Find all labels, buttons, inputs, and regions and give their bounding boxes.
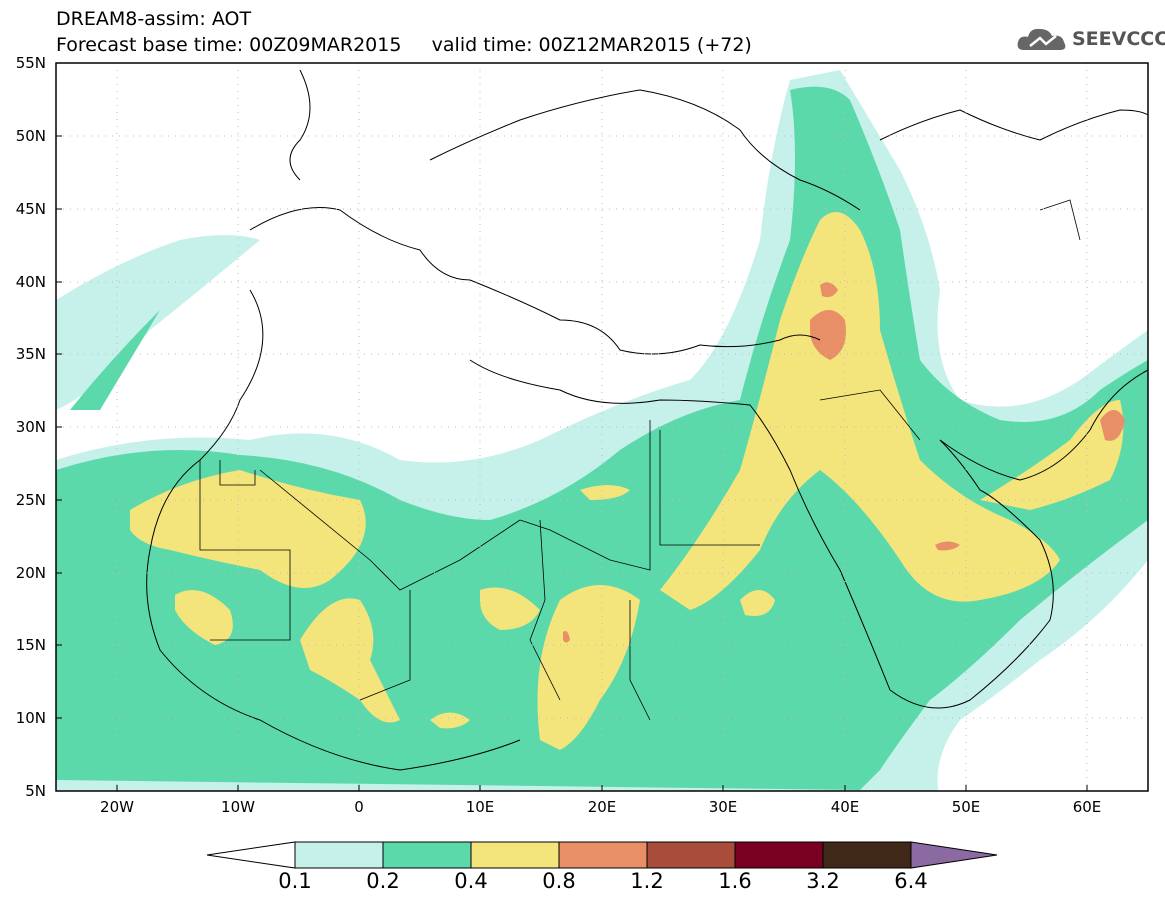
aot-contours xyxy=(56,70,1148,791)
lon-label-30e: 30E xyxy=(708,798,738,816)
lat-label-45n: 45N xyxy=(15,200,46,218)
colorbar-box-3.2-6.4 xyxy=(822,841,912,869)
lon-label-0: 0 xyxy=(354,798,364,816)
colorbar-label-0.8: 0.8 xyxy=(542,869,576,893)
colorbar-box-0.8-1.2 xyxy=(558,841,648,869)
lat-label-30n: 30N xyxy=(15,418,46,436)
colorbar-label-3.2: 3.2 xyxy=(806,869,840,893)
map-subtitle: Forecast base time: 00Z09MAR2015 valid t… xyxy=(56,34,752,56)
axis-ticks xyxy=(56,135,1088,791)
seevccc-logo: SEEVCCC xyxy=(1016,22,1165,56)
aot-band-0.8 xyxy=(563,282,1125,643)
lat-label-15n: 15N xyxy=(15,636,46,654)
lon-label-50e: 50E xyxy=(951,798,981,816)
lon-label-40e: 40E xyxy=(830,798,860,816)
lon-label-10e: 10E xyxy=(465,798,495,816)
colorbar-box-1.6-3.2 xyxy=(734,841,824,869)
colorbar-label-1.6: 1.6 xyxy=(718,869,752,893)
colorbar-upper-arrow xyxy=(910,841,998,869)
colorbar-label-0.1: 0.1 xyxy=(278,869,312,893)
lat-label-35n: 35N xyxy=(15,345,46,363)
colorbar-label-0.2: 0.2 xyxy=(366,869,400,893)
lon-label-60e: 60E xyxy=(1072,798,1102,816)
lat-label-5n: 5N xyxy=(25,782,46,800)
colorbar-box-0.4-0.8 xyxy=(470,841,560,869)
lon-label-20e: 20E xyxy=(587,798,617,816)
coastlines xyxy=(146,69,1148,771)
colorbar-box-1.2-1.6 xyxy=(646,841,736,869)
colorbar-lower-arrow xyxy=(206,841,296,869)
map-frame xyxy=(55,62,1149,792)
lat-label-50n: 50N xyxy=(15,127,46,145)
colorbar-label-6.4: 6.4 xyxy=(894,869,928,893)
colorbar-label-0.4: 0.4 xyxy=(454,869,488,893)
logo-text: SEEVCCC xyxy=(1072,28,1165,50)
lon-label-10w: 10W xyxy=(221,798,255,816)
lat-label-40n: 40N xyxy=(15,273,46,291)
lat-label-10n: 10N xyxy=(15,709,46,727)
lat-label-25n: 25N xyxy=(15,491,46,509)
colorbar xyxy=(206,841,998,869)
aot-map xyxy=(55,62,1149,792)
lat-label-55n: 55N xyxy=(15,54,46,72)
lat-label-20n: 20N xyxy=(15,564,46,582)
colorbar-label-1.2: 1.2 xyxy=(630,869,664,893)
map-title: DREAM8-assim: AOT xyxy=(56,8,252,30)
cloud-icon xyxy=(1017,28,1066,50)
graticule xyxy=(56,63,1148,791)
colorbar-box-0.1-0.2 xyxy=(294,841,384,869)
lon-label-20w: 20W xyxy=(100,798,134,816)
colorbar-box-0.2-0.4 xyxy=(382,841,472,869)
